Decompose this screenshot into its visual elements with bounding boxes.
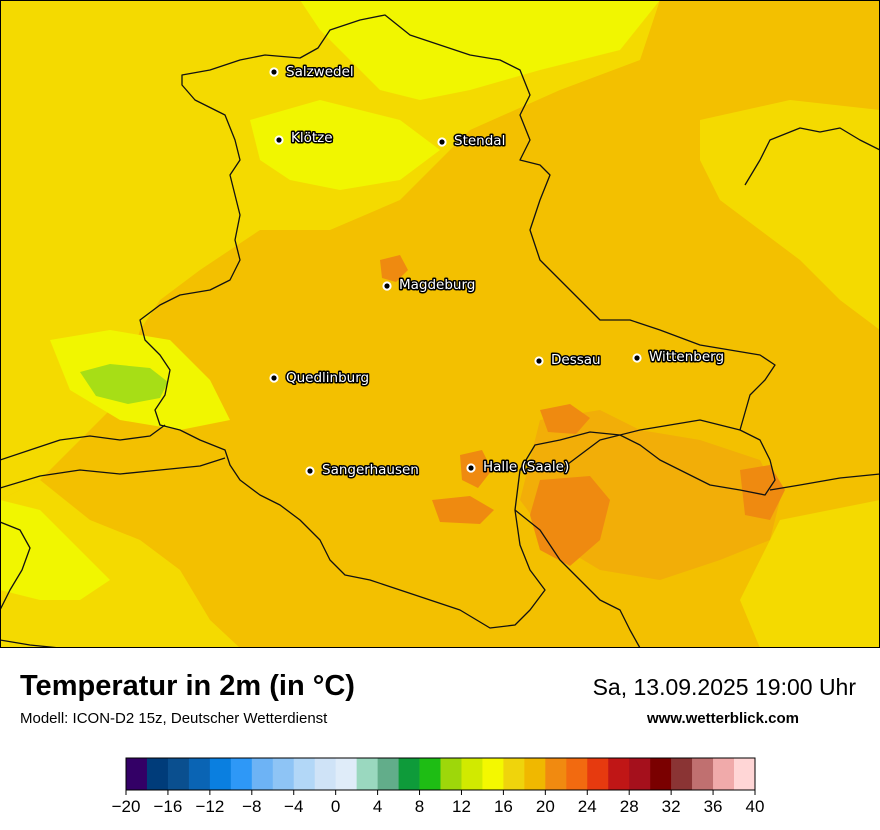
legend-tick-label: 0 [331,797,340,816]
city-kloetze[interactable]: Klötze [274,129,334,148]
legend-swatches [125,757,756,791]
city-label: Salzwedel [286,64,354,80]
temp-field-13 [80,364,168,404]
legend-swatch [146,758,169,790]
temp-field-21 [740,465,785,520]
northeast-border [744,127,880,186]
temp-field-21 [380,255,408,282]
legend-tick-label: 32 [662,797,681,816]
legend-swatch [314,758,336,790]
legend-swatch [566,758,588,790]
legend-swatch [503,758,525,790]
city-label: Klötze [291,130,333,146]
legend-tick-label: 36 [704,797,723,816]
temp-field-16 [740,500,880,648]
legend-swatch [335,758,357,790]
legend-swatch [293,758,315,790]
legend-swatch [629,758,651,790]
city-label: Quedlinburg [286,370,369,386]
model-info: Modell: ICON-D2 15z, Deutscher Wetterdie… [20,710,328,727]
thuringia-saxony-border [514,509,641,648]
legend-swatch [671,758,693,790]
legend-tick-label: 24 [578,797,597,816]
legend-swatch [167,758,190,790]
city-wittenberg[interactable]: Wittenberg [632,348,726,367]
legend-tick-label: 40 [746,797,765,816]
legend-swatch [419,758,441,790]
temp-field-21 [540,404,590,434]
legend-swatch [524,758,546,790]
legend-swatch [734,758,756,790]
legend-swatch [126,758,148,790]
city-magdeburg[interactable]: Magdeburg [382,276,477,295]
legend-tick-label: 28 [620,797,639,816]
legend-swatch [587,758,609,790]
temp-field-16 [0,0,660,500]
legend-tick-label: −16 [154,797,183,816]
temperature-map: Salzwedel Klötze Stendal Magdeburg Dessa… [0,0,880,648]
website-link[interactable]: www.wetterblick.com [647,710,799,727]
east-border [769,473,880,491]
temp-field-15 [0,500,110,600]
legend-swatch [398,758,420,790]
legend-tick-label: 20 [536,797,555,816]
legend-tick-label: 8 [415,797,424,816]
temp-field-21 [530,476,610,566]
city-dessau[interactable]: Dessau [534,351,602,370]
forecast-datetime: Sa, 13.09.2025 19:00 Uhr [592,674,856,700]
map-title: Temperatur in 2m (in °C) [20,670,355,702]
city-halle[interactable]: Halle (Saale) [466,458,571,477]
city-label: Dessau [551,352,601,368]
city-quedlinburg[interactable]: Quedlinburg [269,369,371,388]
legend-swatch [608,758,630,790]
color-legend: −20 −16 −12 −8 −4 0 4 8 12 16 20 24 28 32 36 40 [112,757,765,816]
city-label: Magdeburg [399,277,475,293]
temp-field-21 [460,450,492,488]
temp-field-16 [0,480,240,648]
legend-swatch [692,758,714,790]
legend-swatch [209,758,232,790]
legend-ticks: −20 −16 −12 −8 −4 0 4 8 12 16 20 24 28 32 36 40 [112,790,765,816]
west-border [0,424,166,461]
legend-tick-label: 4 [373,797,382,816]
legend-tick-label: 12 [452,797,471,816]
legend-frame [125,757,756,791]
state-borders [0,14,880,648]
legend-swatch [377,758,399,790]
city-sangerhausen[interactable]: Sangerhausen [305,461,420,480]
brandenburg-saxony-border [520,419,741,471]
legend-swatch [461,758,483,790]
legend-swatch [356,758,378,790]
west-border-lower [0,457,226,489]
legend-tick-label: −8 [242,797,261,816]
city-markers: Salzwedel Klötze Stendal Magdeburg Dessa… [269,63,726,480]
temp-field-16 [700,100,880,330]
legend-swatch [188,758,211,790]
legend-swatch [482,758,504,790]
legend-swatch [650,758,672,790]
city-stendal[interactable]: Stendal [437,132,507,151]
legend-swatch [545,758,567,790]
city-label: Stendal [454,133,505,149]
southwest-border [0,521,31,611]
legend-swatch [230,758,253,790]
city-label: Sangerhausen [322,462,419,478]
legend-swatch [272,758,295,790]
legend-tick-label: 16 [494,797,513,816]
temp-field-21 [432,496,494,524]
legend-tick-label: −20 [112,797,141,816]
city-salzwedel[interactable]: Salzwedel [269,63,355,82]
legend-swatch [251,758,274,790]
legend-swatch [713,758,735,790]
legend-swatch [440,758,462,790]
temp-field-15 [250,100,440,190]
legend-tick-label: −4 [284,797,303,816]
legend-tick-label: −12 [195,797,224,816]
temp-field-15 [300,0,660,100]
city-label: Wittenberg [649,349,724,365]
saxony-anhalt-border [139,14,776,629]
city-label: Halle (Saale) [483,459,569,475]
